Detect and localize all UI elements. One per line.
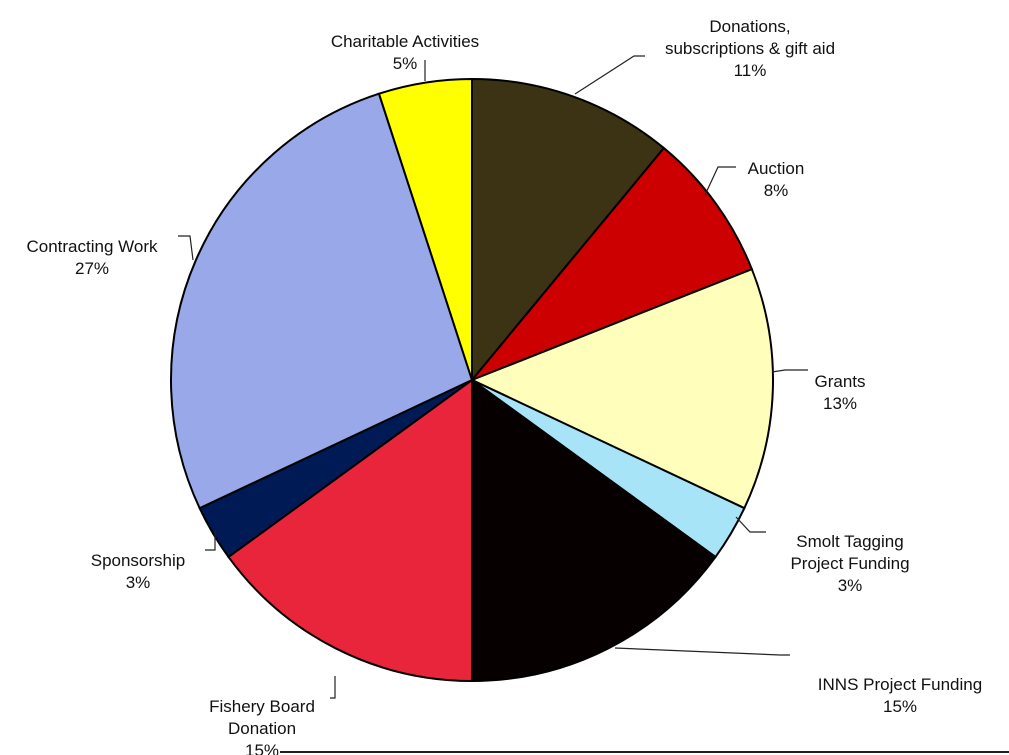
slice-percent-7: 27% bbox=[75, 259, 109, 278]
pie-labels: Donations, subscriptions & gift aid 11% Auc… bbox=[26, 17, 982, 755]
slice-name-line-0: subscriptions & gift aid bbox=[665, 39, 835, 58]
slice-percent-4: 15% bbox=[883, 697, 917, 716]
leader-line-2 bbox=[771, 369, 808, 373]
leader-line-3 bbox=[735, 516, 766, 533]
pie-slice-2 bbox=[469, 267, 774, 510]
leader-line-5 bbox=[330, 676, 336, 699]
leader-line-6 bbox=[205, 530, 216, 551]
pie-slices bbox=[170, 77, 774, 683]
pie-slice-8 bbox=[377, 77, 473, 381]
slice-label-8: Charitable Activities 5% bbox=[331, 32, 479, 73]
slice-name-line-0: Donations, bbox=[709, 17, 790, 36]
slice-name-line-8: Charitable Activities bbox=[331, 32, 479, 51]
pie-slice-7 bbox=[170, 92, 474, 510]
slice-name-line-2: Grants bbox=[814, 372, 865, 391]
slice-name-line-1: Auction bbox=[748, 159, 805, 178]
slice-percent-6: 3% bbox=[126, 573, 151, 592]
slice-name-line-7: Contracting Work bbox=[26, 237, 158, 256]
slice-percent-0: 11% bbox=[734, 61, 767, 80]
slice-label-1: Auction 8% bbox=[748, 159, 805, 200]
slice-label-2: Grants 13% bbox=[814, 372, 865, 413]
slice-label-4: INNS Project Funding 15% bbox=[818, 675, 982, 716]
slice-name-line-3: Project Funding bbox=[790, 554, 909, 573]
slice-name-line-4: INNS Project Funding bbox=[818, 675, 982, 694]
slice-percent-2: 13% bbox=[823, 394, 857, 413]
slice-percent-5: 15% bbox=[245, 741, 279, 755]
slice-name-line-5: Fishery Board bbox=[209, 697, 315, 716]
pie-slice-0 bbox=[471, 77, 666, 383]
slice-name-line-3: Smolt Tagging bbox=[796, 532, 903, 551]
leader-line-4 bbox=[614, 647, 790, 656]
slice-percent-3: 3% bbox=[838, 576, 863, 595]
pie-slice-4 bbox=[471, 378, 717, 683]
leader-line-0 bbox=[574, 55, 645, 95]
slice-label-3: Smolt Tagging Project Funding 3% bbox=[790, 532, 909, 595]
slice-label-6: Sponsorship 3% bbox=[91, 551, 186, 592]
pie-slice-1 bbox=[471, 146, 754, 381]
leader-line-7 bbox=[178, 235, 194, 261]
pie-slice-5 bbox=[227, 378, 473, 683]
leader-line-1 bbox=[704, 166, 736, 196]
slice-name-line-5: Donation bbox=[228, 719, 296, 738]
slice-label-0: Donations, subscriptions & gift aid 11% bbox=[665, 17, 835, 80]
slice-percent-8: 5% bbox=[393, 54, 418, 73]
slice-label-7: Contracting Work 27% bbox=[26, 237, 158, 278]
slice-name-line-6: Sponsorship bbox=[91, 551, 186, 570]
slice-percent-1: 8% bbox=[764, 181, 789, 200]
slice-label-5: Fishery Board Donation 15% bbox=[209, 697, 315, 755]
